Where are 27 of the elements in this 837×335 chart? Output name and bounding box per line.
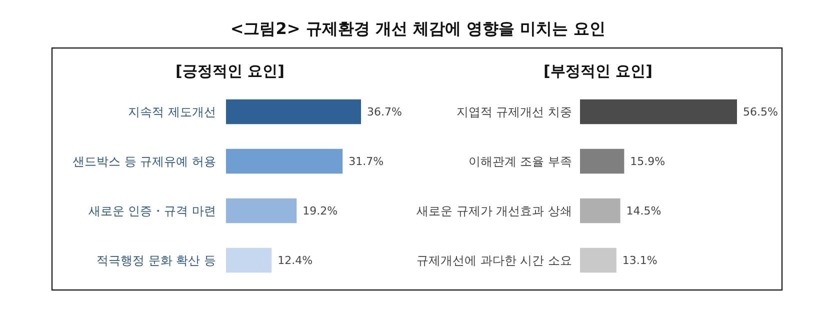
chart-subtitle: [부정적인 요인] xyxy=(544,62,652,80)
y-tick-label: 샌드박스 등 규제유예 허용 xyxy=(72,154,216,168)
text: <그림2> 규제환경 개선 체감에 영향을 미치는 요인 xyxy=(230,19,606,38)
bar xyxy=(580,248,616,273)
y-tick-label: 지엽적 규제개선 치중 xyxy=(456,104,572,119)
y-tick-label: 이해관계 조율 부족 xyxy=(468,154,572,168)
bar xyxy=(226,248,272,273)
data-label: 56.5% xyxy=(743,106,778,119)
y-tick-label: 적극행정 문화 확산 등 xyxy=(96,253,216,268)
data-label: 19.2% xyxy=(302,204,338,218)
y-tick-label: 규제개선에 과다한 시간 소요 xyxy=(416,253,572,268)
y-tick-label: 새로운 규제가 개선효과 상쇄 xyxy=(416,204,572,218)
bar xyxy=(580,148,624,174)
data-label: 14.5% xyxy=(626,204,662,218)
data-label: 36.7% xyxy=(367,106,402,119)
y-tick-label: 지속적 제도개선 xyxy=(128,104,216,119)
bar xyxy=(580,99,737,124)
data-label: 12.4% xyxy=(278,254,313,268)
data-label: 31.7% xyxy=(348,155,384,168)
bar xyxy=(226,198,297,224)
bar xyxy=(580,198,620,224)
y-tick-label: 새로운 인증・규격 마련 xyxy=(88,204,216,218)
data-label: 15.9% xyxy=(630,155,666,168)
bar xyxy=(226,148,343,174)
data-label: 13.1% xyxy=(622,254,658,268)
bar xyxy=(226,99,361,124)
chart-subtitle: [긍정적인 요인] xyxy=(176,62,284,80)
